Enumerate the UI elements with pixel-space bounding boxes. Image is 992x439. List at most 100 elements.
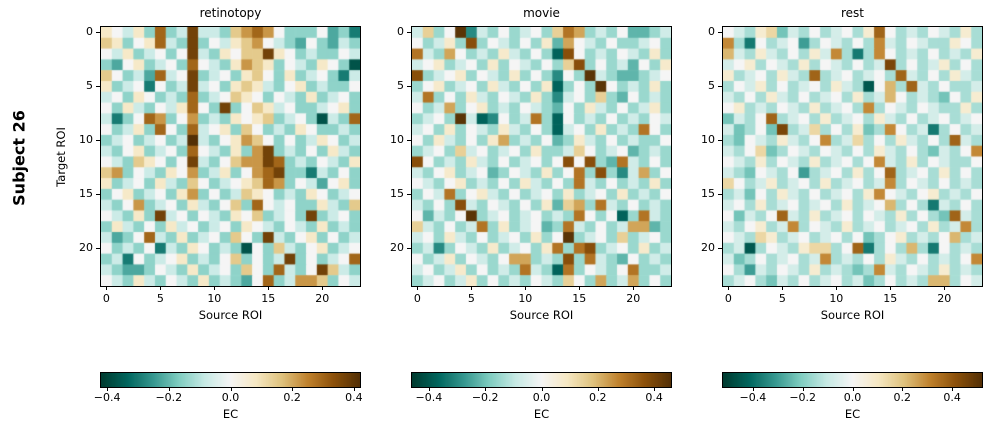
x-tick-label: 15 <box>572 292 587 305</box>
subject-label: Subject 26 <box>9 110 29 206</box>
colorbar-tick-mark <box>654 387 656 391</box>
x-tick-mark <box>322 286 324 290</box>
heatmap-canvas-retinotopy <box>100 26 361 287</box>
colorbar-tick-mark <box>292 387 294 391</box>
y-tick-mark <box>407 140 411 142</box>
y-tick-label: 10 <box>701 133 715 147</box>
colorbar-tick-mark <box>428 387 430 391</box>
colorbar-tick-label: 0.2 <box>589 391 607 404</box>
colorbar-tick-label: 0.4 <box>345 391 363 404</box>
x-tick-mark <box>890 286 892 290</box>
panel-title: movie <box>523 6 560 20</box>
colorbar-tick-mark <box>230 387 232 391</box>
y-tick-mark <box>96 140 100 142</box>
y-tick-mark <box>718 32 722 34</box>
y-tick-label: 15 <box>79 187 93 201</box>
y-tick-mark <box>407 86 411 88</box>
heatmap-panel-retinotopy: retinotopy 0 5 10 15 20 0 5 10 15 20 Source ROI <box>79 6 361 322</box>
x-tick-label: 20 <box>626 292 641 305</box>
colorbar-tick-label: −0.4 <box>415 391 443 404</box>
colorbar-tick-mark <box>902 387 904 391</box>
heatmap-canvas-rest <box>722 26 983 287</box>
x-tick-mark <box>633 286 635 290</box>
colorbar-tick-label: −0.4 <box>739 391 767 404</box>
colorbar-tick-label: 0.4 <box>645 391 663 404</box>
x-tick-mark <box>525 286 527 290</box>
x-tick-mark <box>944 286 946 290</box>
x-tick-mark <box>106 286 108 290</box>
colorbar-tick-label: 0.2 <box>283 391 301 404</box>
colorbar-tick-mark <box>353 387 355 391</box>
y-tick-mark <box>96 86 100 88</box>
colorbar-tick-mark <box>107 387 109 391</box>
x-tick-mark <box>160 286 162 290</box>
y-tick-label: 10 <box>79 133 93 147</box>
x-tick-label: 0 <box>724 292 732 305</box>
colorbar-tick-label: 0.0 <box>532 391 551 404</box>
x-tick-label: 5 <box>467 292 475 305</box>
colorbar-tick-label: −0.4 <box>93 391 121 404</box>
y-tick-label: 20 <box>390 241 404 255</box>
x-tick-mark <box>471 286 473 290</box>
colorbar-retinotopy: −0.4 −0.2 0.0 0.2 0.4 EC <box>94 372 363 421</box>
y-tick-mark <box>96 248 100 250</box>
x-tick-mark <box>728 286 730 290</box>
colorbar-tick-mark <box>597 387 599 391</box>
panel-title: retinotopy <box>199 6 262 20</box>
y-tick-label: 15 <box>390 187 404 201</box>
colorbar-tick-mark <box>952 387 954 391</box>
colorbar-tick-mark <box>752 387 754 391</box>
x-tick-label: 0 <box>102 292 110 305</box>
y-tick-label: 20 <box>701 241 715 255</box>
colorbar-label: EC <box>222 407 239 421</box>
colorbar-label: EC <box>844 407 861 421</box>
colorbar-tick-label: 0.4 <box>943 391 961 404</box>
y-tick-mark <box>96 194 100 196</box>
x-axis-label: Source ROI <box>198 308 263 322</box>
x-tick-label: 5 <box>778 292 786 305</box>
y-tick-label: 5 <box>397 79 404 93</box>
y-tick-mark <box>407 194 411 196</box>
heatmap-canvas-movie <box>411 26 672 287</box>
x-tick-label: 20 <box>315 292 330 305</box>
x-tick-label: 20 <box>937 292 952 305</box>
x-tick-label: 10 <box>829 292 844 305</box>
heatmap-panel-movie: movie 0 5 10 15 20 0 5 10 15 20 Source ROI <box>390 6 672 322</box>
x-tick-label: 5 <box>156 292 164 305</box>
y-tick-mark <box>718 140 722 142</box>
colorbar-gradient <box>100 372 361 388</box>
y-tick-mark <box>718 86 722 88</box>
y-tick-label: 0 <box>86 25 93 39</box>
colorbar-movie: −0.4 −0.2 0.0 0.2 0.4 EC <box>411 372 672 421</box>
heatmap-panel-rest: rest 0 5 10 15 20 0 5 10 15 20 Source ROI <box>701 6 983 322</box>
x-tick-label: 15 <box>883 292 898 305</box>
panel-title: rest <box>840 6 864 20</box>
x-tick-mark <box>214 286 216 290</box>
y-tick-label: 5 <box>708 79 715 93</box>
colorbar-tick-label: −0.2 <box>155 391 183 404</box>
x-tick-label: 0 <box>413 292 421 305</box>
colorbar-tick-mark <box>802 387 804 391</box>
y-tick-label: 5 <box>86 79 93 93</box>
colorbar-tick-label: −0.2 <box>789 391 817 404</box>
colorbar-tick-label: −0.2 <box>471 391 499 404</box>
y-tick-mark <box>96 32 100 34</box>
x-tick-mark <box>268 286 270 290</box>
x-axis-label: Source ROI <box>820 308 885 322</box>
y-axis-label: Target ROI <box>54 127 68 187</box>
y-tick-mark <box>407 32 411 34</box>
colorbar-tick-label: 0.0 <box>221 391 240 404</box>
y-tick-label: 15 <box>701 187 715 201</box>
colorbar-gradient <box>411 372 672 388</box>
x-tick-mark <box>782 286 784 290</box>
x-tick-mark <box>836 286 838 290</box>
x-tick-label: 10 <box>518 292 533 305</box>
x-axis-label: Source ROI <box>509 308 574 322</box>
colorbar-label: EC <box>533 407 550 421</box>
colorbar-tick-mark <box>541 387 543 391</box>
colorbar-gradient <box>722 372 983 388</box>
y-tick-label: 0 <box>397 25 404 39</box>
y-tick-label: 20 <box>79 241 93 255</box>
x-tick-mark <box>417 286 419 290</box>
